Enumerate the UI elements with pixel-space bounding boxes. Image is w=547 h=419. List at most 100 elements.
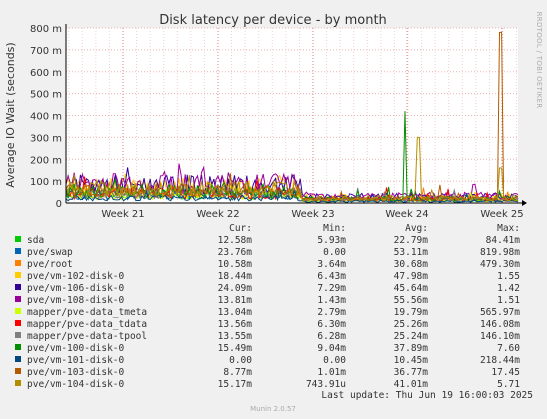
y-tick-label: 600 m	[30, 68, 62, 79]
legend-swatch	[15, 248, 21, 254]
legend-max: 1.55	[497, 271, 520, 282]
legend-max: 819.98m	[480, 247, 520, 258]
legend-avg: 37.89m	[394, 343, 429, 354]
legend-swatch	[15, 356, 21, 362]
legend-avg: 10.45m	[394, 355, 429, 366]
y-ticks: 0 100 m 200 m 300 m 400 m 500 m 600 m 700 m 800 …	[30, 24, 62, 210]
series-line-10	[65, 188, 519, 203]
legend-max: 479.30m	[480, 259, 520, 270]
x-axis-arrow	[522, 200, 527, 206]
legend-cur: 15.17m	[218, 379, 253, 390]
legend-cur: 24.09m	[218, 283, 253, 294]
legend-cur: 18.44m	[218, 271, 253, 282]
legend-max: 17.45	[491, 367, 520, 378]
legend-min: 6.28m	[317, 331, 346, 342]
legend-cur: 13.81m	[218, 295, 253, 306]
legend-name: sda	[27, 235, 44, 246]
x-tick-label: Week 24	[385, 209, 428, 220]
legend-swatch	[15, 320, 21, 326]
legend-header: Cur: Min: Avg: Max:	[229, 223, 520, 234]
y-tick-label: 100 m	[30, 177, 62, 188]
legend-max: 146.08m	[480, 319, 520, 330]
legend-name: mapper/pve-data_tdata	[27, 319, 147, 330]
x-ticks: Week 21 Week 22 Week 23 Week 24 Week 25	[101, 209, 523, 220]
legend-swatch	[15, 344, 21, 350]
legend-min: 0.00	[323, 355, 346, 366]
legend-min: 2.79m	[317, 307, 346, 318]
legend-max: 1.42	[497, 283, 520, 294]
legend-cur: 10.58m	[218, 259, 253, 270]
legend-cur: 13.55m	[218, 331, 253, 342]
legend-min: 0.00	[323, 247, 346, 258]
legend-avg: 19.79m	[394, 307, 429, 318]
legend-cur: 13.56m	[218, 319, 253, 330]
legend-name: pve/vm-102-disk-0	[27, 271, 125, 282]
legend-cur: 15.49m	[218, 343, 253, 354]
legend-avg: 45.64m	[394, 283, 429, 294]
legend-name: mapper/pve-data-tpool	[27, 331, 147, 342]
legend-avg: 25.26m	[394, 319, 429, 330]
legend-min: 7.29m	[317, 283, 346, 294]
legend-cur: 0.00	[229, 355, 252, 366]
legend-cur: 23.76m	[218, 247, 253, 258]
legend-name: pve/root	[27, 259, 73, 270]
last-update: Last update: Thu Jun 19 16:00:03 2025	[321, 390, 533, 401]
legend-name: pve/vm-100-disk-0	[27, 343, 125, 354]
legend-max: 5.71	[497, 379, 520, 390]
legend-swatch	[15, 236, 21, 242]
y-tick-label: 400 m	[30, 112, 62, 123]
y-tick-label: 500 m	[30, 90, 62, 101]
x-tick-label: Week 23	[291, 209, 334, 220]
legend-min: 3.64m	[317, 259, 346, 270]
legend-min: 743.91u	[306, 379, 346, 390]
legend-avg: 47.98m	[394, 271, 429, 282]
chart-title: Disk latency per device - by month	[159, 13, 387, 28]
legend-min: 6.30m	[317, 319, 346, 330]
series-lines	[65, 31, 519, 203]
legend-avg: 30.68m	[394, 259, 429, 270]
legend-name: pve/vm-101-disk-0	[27, 355, 125, 366]
grid	[66, 27, 518, 203]
legend-name: pve/vm-104-disk-0	[27, 379, 125, 390]
legend-min: 6.43m	[317, 271, 346, 282]
col-min: Min:	[323, 223, 346, 234]
y-tick-label: 800 m	[30, 24, 62, 35]
legend-swatch	[15, 368, 21, 374]
legend-swatch	[15, 272, 21, 278]
col-avg: Avg:	[405, 223, 428, 234]
legend-name: mapper/pve-data_tmeta	[27, 307, 147, 318]
legend-swatch	[15, 296, 21, 302]
legend-avg: 41.01m	[394, 379, 429, 390]
legend-max: 146.10m	[480, 331, 520, 342]
legend-avg: 25.24m	[394, 331, 429, 342]
legend-cur: 12.58m	[218, 235, 253, 246]
legend-swatch	[15, 308, 21, 314]
y-tick-label: 200 m	[30, 155, 62, 166]
x-tick-label: Week 21	[101, 209, 144, 220]
legend-cur: 13.04m	[218, 307, 253, 318]
legend-name: pve/vm-103-disk-0	[27, 367, 125, 378]
rrdtool-credit: RRDTOOL / TOBI OETIKER	[535, 12, 543, 109]
legend-min: 1.01m	[317, 367, 346, 378]
legend-swatch	[15, 284, 21, 290]
legend-avg: 55.56m	[394, 295, 429, 306]
munin-footer: Munin 2.0.57	[250, 405, 296, 413]
series-line-12	[65, 136, 519, 202]
legend-swatch	[15, 260, 21, 266]
y-tick-label: 0	[56, 199, 62, 210]
legend-max: 1.51	[497, 295, 520, 306]
legend-max: 565.97m	[480, 307, 520, 318]
x-tick-label: Week 22	[196, 209, 239, 220]
legend-max: 84.41m	[486, 235, 521, 246]
legend-name: pve/vm-106-disk-0	[27, 283, 125, 294]
legend-cur: 8.77m	[223, 367, 252, 378]
col-cur: Cur:	[229, 223, 252, 234]
legend: sda 12.58m 5.93m 22.79m 84.41m pve/swap 23.76m…	[15, 235, 520, 390]
y-tick-label: 700 m	[30, 46, 62, 57]
legend-min: 5.93m	[317, 235, 346, 246]
legend-min: 9.04m	[317, 343, 346, 354]
x-tick-label: Week 25	[480, 209, 523, 220]
legend-min: 1.43m	[317, 295, 346, 306]
legend-swatch	[15, 332, 21, 338]
